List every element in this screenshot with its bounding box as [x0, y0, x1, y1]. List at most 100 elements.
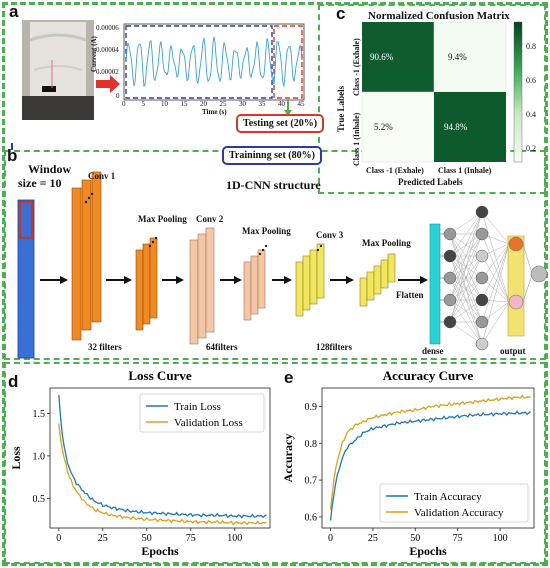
series-line	[58, 423, 267, 526]
hidden-node	[475, 315, 489, 329]
cm-value-0-1: 9.4%	[448, 52, 467, 62]
panel-a-figure	[11, 20, 305, 150]
loss-chart: Loss Curve 0 25 50 75 100 0.5 1.0 1.5 Epochs Loss T…	[10, 368, 271, 558]
cm-value-1-1: 94.8%	[444, 122, 468, 132]
output-node-inhale	[508, 236, 524, 252]
testing-set-label: Testing set (20%)	[236, 114, 325, 133]
dense-node	[443, 293, 457, 307]
x-tick-label: 75	[453, 533, 463, 544]
x-tick-label: 25	[368, 533, 378, 544]
y-tick-label: 0.9	[305, 402, 318, 413]
ytick-0: 0.00006	[96, 24, 119, 32]
cm-cell-0-1	[433, 21, 507, 93]
cm-col-label-0: Class -1 (Exhale)	[366, 166, 424, 175]
panel-label-a: a	[9, 2, 19, 21]
conv1-stack	[71, 171, 102, 341]
current-xtick: 20	[200, 100, 207, 108]
current-xtick: 10	[161, 100, 168, 108]
y-tick-label: 1.0	[33, 451, 46, 462]
layer-conv1: Conv 1	[88, 171, 116, 181]
current-ylabel: Current (A)	[90, 36, 98, 72]
x-tick-label: 50	[142, 533, 152, 544]
cm-row-label-0: Class -1 (Exhale)	[352, 38, 361, 96]
training-set-label: Traininng set (80%)	[222, 146, 322, 165]
x-tick-label: 0	[328, 533, 333, 544]
window-label-1: Window	[28, 162, 72, 176]
legend-entry: Train Loss	[174, 401, 221, 413]
sensor-patch	[42, 86, 56, 92]
cm-cell-0-0	[362, 22, 434, 92]
hidden-node	[475, 271, 489, 285]
photo-arrow	[96, 75, 120, 93]
y-tick-label: 0.5	[33, 494, 46, 505]
dense-node	[443, 271, 457, 285]
layer-pool1: Max Pooling	[138, 214, 187, 224]
y-axis-label: Loss	[10, 446, 23, 470]
ytick-2: 0.00002	[96, 68, 119, 76]
hidden-node	[475, 249, 489, 263]
dense-network	[440, 205, 510, 351]
window-label-2: size = 10	[18, 176, 62, 190]
final-node	[530, 265, 548, 283]
current-xtick: 40	[278, 100, 285, 108]
cnn-diagram	[17, 171, 548, 359]
output-node-exhale	[508, 294, 524, 310]
y-tick-label: 1.5	[33, 409, 46, 420]
cm-xlabel: Predicted Labels	[398, 177, 463, 187]
x-tick-label: 25	[98, 533, 108, 544]
filters-32: 32 filters	[88, 342, 122, 352]
x-tick-label: 50	[410, 533, 420, 544]
y-tick-label: 0.8	[305, 439, 318, 450]
filters-64: 64filters	[206, 342, 238, 352]
legend-box	[139, 393, 265, 433]
x-tick-label: 100	[493, 533, 508, 544]
output-column	[507, 235, 525, 337]
pool1-stack	[135, 236, 158, 331]
cm-cell-1-1	[434, 92, 506, 162]
x-tick-label: 100	[227, 533, 242, 544]
output-label: output	[500, 346, 526, 356]
panel-label-e: e	[284, 368, 294, 387]
cm-col-label-1: Class 1 (Inhale)	[438, 166, 492, 175]
x-tick-label: 75	[186, 533, 196, 544]
panel-label-b: b	[7, 146, 18, 165]
ytick-3: 0	[116, 92, 120, 100]
hidden-node	[475, 227, 489, 241]
dense-node	[443, 227, 457, 241]
cm-colorbar-tick-1: 0.6	[526, 76, 536, 85]
pool3-stack	[359, 253, 396, 307]
series-line	[329, 410, 531, 521]
y-tick-label: 0.7	[305, 476, 318, 487]
panel-label-c: c	[336, 4, 346, 23]
panel-label-d: d	[8, 372, 19, 391]
layer-conv3: Conv 3	[316, 230, 344, 240]
chart-title: Accuracy Curve	[383, 368, 474, 383]
series-line	[58, 394, 267, 519]
chart-title: Loss Curve	[128, 368, 191, 383]
x-axis-label: Epochs	[141, 544, 179, 558]
conv2-stack	[189, 227, 215, 345]
cm-value-0-0: 90.6%	[370, 52, 394, 62]
layer-pool2: Max Pooling	[242, 226, 291, 236]
current-xtick: 25	[219, 100, 227, 108]
legend-entry: Train Accuracy	[414, 491, 482, 503]
legend-entry: Validation Accuracy	[414, 507, 504, 519]
layer-conv2: Conv 2	[196, 214, 224, 224]
current-xtick: 30	[239, 100, 246, 108]
input-column	[17, 199, 35, 359]
cm-colorbar	[513, 21, 523, 163]
layer-pool3: Max Pooling	[362, 238, 411, 248]
cm-cell-1-0	[361, 91, 435, 163]
x-tick-label: 0	[56, 533, 61, 544]
cnn-title: 1D-CNN structure	[226, 178, 321, 192]
x-axis-label: Epochs	[409, 544, 447, 558]
current-xticks: 0 5 10 15 20 25 30 35 40 45	[122, 100, 305, 110]
cm-colorbar-tick-0: 0.8	[526, 42, 536, 51]
filters-128: 128filters	[316, 342, 352, 352]
current-xtick: 0	[122, 100, 126, 108]
confusion-matrix	[361, 21, 523, 163]
dense-node	[443, 315, 457, 329]
y-tick-label: 0.6	[305, 512, 318, 523]
current-xlabel: Time (s)	[202, 108, 227, 116]
